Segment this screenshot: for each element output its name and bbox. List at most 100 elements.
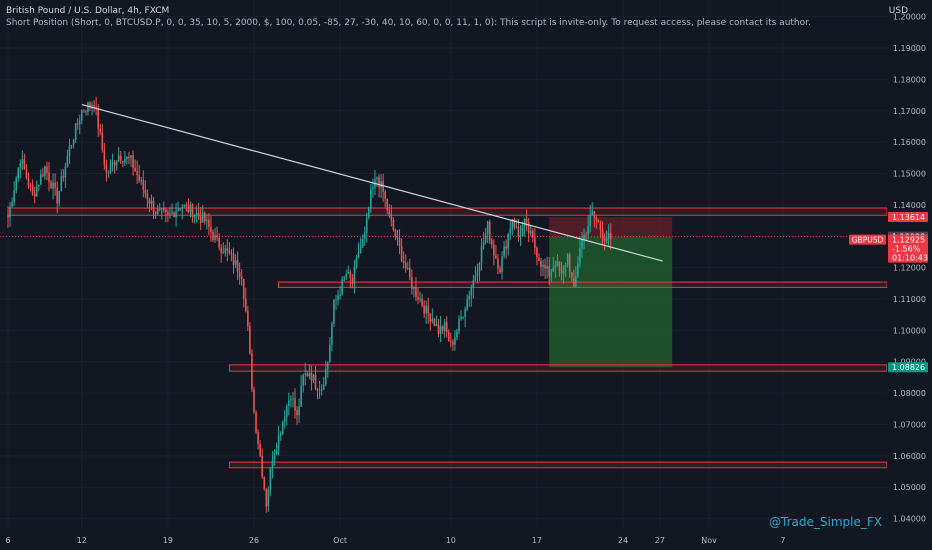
candle-body xyxy=(107,171,110,173)
candle-body xyxy=(158,208,161,210)
candle-body xyxy=(97,108,99,129)
candle-body xyxy=(150,200,153,204)
candle-body xyxy=(126,156,128,159)
candle-body xyxy=(443,322,446,331)
candle-body xyxy=(495,255,497,259)
candle-body xyxy=(46,166,48,173)
y-tick-label: 1.08000 xyxy=(893,389,926,398)
candle-body xyxy=(331,323,333,345)
candle-body xyxy=(105,164,108,173)
y-tick-label: 1.20000 xyxy=(893,13,926,22)
candle-body xyxy=(380,181,382,188)
candle-body xyxy=(368,208,370,218)
candle-body xyxy=(269,467,272,490)
candle-body xyxy=(431,319,434,322)
candle-body xyxy=(568,254,571,273)
candle-body xyxy=(56,187,58,204)
candle-body xyxy=(542,264,544,268)
candle-body xyxy=(316,388,319,391)
candle-body xyxy=(29,185,32,187)
candle-body xyxy=(482,242,485,246)
candle-body xyxy=(419,298,421,300)
candle-body xyxy=(216,235,218,238)
candle-body xyxy=(478,262,481,272)
candle-body xyxy=(560,270,563,274)
candle-body xyxy=(40,174,42,185)
candle-body xyxy=(370,189,372,209)
y-tick-label: 1.04000 xyxy=(893,515,926,524)
x-tick-label: 7 xyxy=(780,536,785,545)
candle-body xyxy=(372,187,374,190)
candle-body xyxy=(35,186,38,197)
candle-body xyxy=(140,180,143,182)
candle-body xyxy=(302,374,304,386)
candle-body xyxy=(177,208,179,212)
candle-body xyxy=(204,212,206,222)
watermark: @Trade_Simple_FX xyxy=(769,515,882,529)
candle-body xyxy=(218,237,220,248)
candle-body xyxy=(298,406,300,416)
currency-label: USD xyxy=(888,6,908,16)
candle-body xyxy=(183,204,186,208)
candle-body xyxy=(421,298,423,306)
candle-body xyxy=(519,235,522,237)
candle-body xyxy=(87,102,89,113)
candle-body xyxy=(396,236,399,238)
candle-body xyxy=(70,144,73,147)
candle-body xyxy=(138,175,140,181)
candle-body xyxy=(146,193,149,200)
y-tick-label: 1.15000 xyxy=(893,170,926,179)
x-tick-label: 26 xyxy=(249,536,259,545)
candle-body xyxy=(450,341,452,343)
candle-body xyxy=(515,227,518,229)
candle-body xyxy=(417,296,419,300)
candle-body xyxy=(324,368,327,385)
candle-body xyxy=(294,398,296,411)
candle-body xyxy=(31,185,34,194)
candle-body xyxy=(472,280,475,288)
candle-body xyxy=(454,337,456,345)
candle-body xyxy=(101,132,104,150)
x-tick-label: 27 xyxy=(655,536,665,545)
candle-body xyxy=(206,219,208,222)
candle-body xyxy=(115,161,118,166)
candle-body xyxy=(224,248,227,254)
candle-body xyxy=(117,155,120,162)
candle-body xyxy=(148,199,151,204)
candle-body xyxy=(501,256,503,273)
candle-body xyxy=(238,271,241,277)
candle-body xyxy=(452,341,454,345)
candle-body xyxy=(154,212,157,215)
indicator-legend[interactable]: Short Position (Short, 0, BTCUSD.P, 0, 0… xyxy=(6,18,811,28)
sr-zone xyxy=(228,461,888,469)
candle-body xyxy=(230,253,233,255)
candle-body xyxy=(468,295,471,300)
candle-body xyxy=(532,230,534,238)
x-tick-label: 10 xyxy=(446,536,456,545)
candle-body xyxy=(503,246,505,257)
candle-body xyxy=(179,208,181,210)
candle-body xyxy=(271,460,274,468)
candle-body xyxy=(523,218,526,227)
candle-body xyxy=(404,263,407,269)
y-tick-label: 1.11000 xyxy=(893,295,926,304)
candle-body xyxy=(134,167,136,172)
candle-body xyxy=(415,287,417,297)
candle-body xyxy=(74,123,77,141)
candle-body xyxy=(247,311,249,327)
candle-body xyxy=(347,271,350,274)
x-tick-label: 6 xyxy=(5,536,10,545)
candle-body xyxy=(234,260,237,265)
candle-body xyxy=(587,226,589,235)
candle-body xyxy=(197,213,200,217)
candle-body xyxy=(517,227,520,237)
candle-body xyxy=(507,233,509,249)
candle-body xyxy=(511,219,514,229)
candle-body xyxy=(355,257,358,268)
candle-body xyxy=(210,226,212,232)
current-price-badge xyxy=(888,234,928,263)
candle-body xyxy=(577,263,579,276)
candle-body xyxy=(363,232,366,239)
chart-title: British Pound / U.S. Dollar, 4h, FXCM xyxy=(6,6,170,16)
